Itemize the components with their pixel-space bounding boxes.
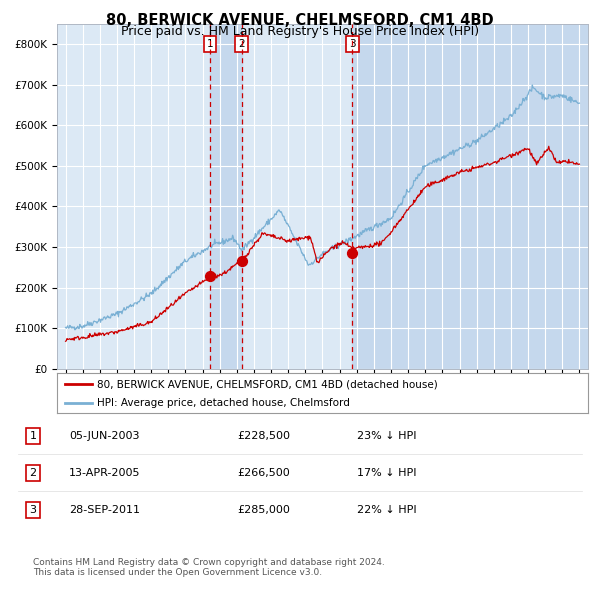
Text: 3: 3 xyxy=(29,505,37,515)
Text: £266,500: £266,500 xyxy=(237,468,290,478)
Text: £285,000: £285,000 xyxy=(237,505,290,515)
Text: 22% ↓ HPI: 22% ↓ HPI xyxy=(357,505,416,515)
Bar xyxy=(352,24,588,369)
Text: Contains HM Land Registry data © Crown copyright and database right 2024.
This d: Contains HM Land Registry data © Crown c… xyxy=(33,558,385,577)
Text: 1: 1 xyxy=(206,39,213,49)
Text: 2: 2 xyxy=(29,468,37,478)
Text: 17% ↓ HPI: 17% ↓ HPI xyxy=(357,468,416,478)
Text: 80, BERWICK AVENUE, CHELMSFORD, CM1 4BD (detached house): 80, BERWICK AVENUE, CHELMSFORD, CM1 4BD … xyxy=(97,379,437,389)
Text: 28-SEP-2011: 28-SEP-2011 xyxy=(69,505,140,515)
Text: 3: 3 xyxy=(349,39,356,49)
Text: 13-APR-2005: 13-APR-2005 xyxy=(69,468,140,478)
Text: 80, BERWICK AVENUE, CHELMSFORD, CM1 4BD: 80, BERWICK AVENUE, CHELMSFORD, CM1 4BD xyxy=(106,13,494,28)
Text: Price paid vs. HM Land Registry's House Price Index (HPI): Price paid vs. HM Land Registry's House … xyxy=(121,25,479,38)
Text: 05-JUN-2003: 05-JUN-2003 xyxy=(69,431,139,441)
Text: 1: 1 xyxy=(29,431,37,441)
Text: £228,500: £228,500 xyxy=(237,431,290,441)
Text: 23% ↓ HPI: 23% ↓ HPI xyxy=(357,431,416,441)
Text: HPI: Average price, detached house, Chelmsford: HPI: Average price, detached house, Chel… xyxy=(97,398,350,408)
Point xyxy=(237,256,247,266)
Text: 2: 2 xyxy=(238,39,245,49)
Bar xyxy=(210,24,242,369)
Point xyxy=(205,271,215,281)
Point xyxy=(347,248,357,258)
